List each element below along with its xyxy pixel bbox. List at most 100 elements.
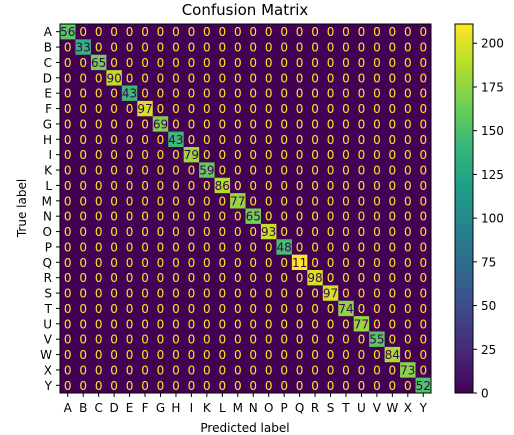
heatmap-cell-I-X <box>400 147 416 163</box>
y-tick-label-W: W <box>40 348 52 362</box>
cell-value-X-Y: 0 <box>419 363 427 377</box>
cell-value-L-E: 0 <box>126 179 134 193</box>
cell-value-G-D: 0 <box>110 117 118 131</box>
cell-value-P-S: 0 <box>327 240 335 254</box>
cell-value-V-C: 0 <box>95 333 103 347</box>
cell-value-M-H: 0 <box>172 194 180 208</box>
cell-value-O-C: 0 <box>95 225 103 239</box>
heatmap-cell-A-V <box>369 24 386 40</box>
cell-value-N-W: 0 <box>389 210 397 224</box>
cell-value-K-W: 0 <box>389 164 397 178</box>
cell-value-A-I: 0 <box>188 25 196 39</box>
heatmap-cell-A-Q <box>291 24 308 40</box>
cell-value-P-G: 0 <box>157 240 165 254</box>
heatmap-cell-Q-T <box>338 254 355 271</box>
colorbar-tick-label-125: 125 <box>481 168 504 182</box>
heatmap-cell-H-G <box>152 131 169 148</box>
heatmap-cell-F-F <box>137 100 154 117</box>
heatmap-cell-Q-H <box>168 254 185 271</box>
cell-value-L-K: 0 <box>203 179 211 193</box>
cell-value-G-Q: 0 <box>296 117 304 131</box>
heatmap-cell-G-F <box>137 116 154 133</box>
heatmap-cell-F-N <box>245 100 262 117</box>
heatmap-cell-D-H <box>168 70 185 86</box>
heatmap-cell-G-O <box>260 116 277 133</box>
cell-value-O-S: 0 <box>327 225 335 239</box>
heatmap-cell-L-C <box>90 177 107 194</box>
heatmap-cell-M-R <box>307 193 324 209</box>
cell-value-D-D: 90 <box>106 71 121 85</box>
heatmap-cell-O-N <box>245 223 262 240</box>
cell-value-F-E: 0 <box>126 102 134 116</box>
heatmap-cell-S-H <box>168 285 185 302</box>
cell-value-L-Q: 0 <box>296 179 304 193</box>
cell-value-C-I: 0 <box>188 56 196 70</box>
cell-value-A-M: 0 <box>234 25 242 39</box>
cell-value-M-D: 0 <box>110 194 118 208</box>
cell-value-O-X: 0 <box>404 225 412 239</box>
colorbar-tick-label-50: 50 <box>481 299 496 313</box>
heatmap-cell-S-R <box>307 285 324 302</box>
cell-value-A-A: 56 <box>60 25 75 39</box>
cell-value-W-N: 0 <box>249 348 257 362</box>
cell-value-R-Y: 0 <box>419 271 427 285</box>
heatmap-cell-Y-U <box>353 377 370 394</box>
heatmap-cell-V-U <box>353 331 370 348</box>
heatmap-cell-Y-R <box>307 377 324 394</box>
cell-value-Y-U: 0 <box>358 379 366 393</box>
heatmap-cell-R-Y <box>415 270 432 286</box>
heatmap-cell-K-R <box>307 162 324 179</box>
cell-value-A-G: 0 <box>157 25 165 39</box>
cell-value-T-Q: 0 <box>296 302 304 316</box>
heatmap-cell-C-W <box>384 54 401 71</box>
cell-value-Q-I: 0 <box>188 256 196 270</box>
heatmap-cell-Y-V <box>369 377 386 394</box>
heatmap-cell-U-T <box>338 316 355 332</box>
heatmap-cell-H-K <box>199 131 215 148</box>
heatmap-cell-E-A <box>60 85 76 102</box>
heatmap-cell-S-G <box>152 285 169 302</box>
cell-value-T-H: 0 <box>172 302 180 316</box>
heatmap-cell-S-D <box>106 285 123 302</box>
heatmap-cell-S-S <box>322 285 339 302</box>
heatmap-cell-R-U <box>353 270 370 286</box>
cell-value-G-E: 0 <box>126 117 134 131</box>
heatmap-cell-N-E <box>121 208 138 225</box>
heatmap-cell-Q-F <box>137 254 154 271</box>
heatmap-cell-S-V <box>369 285 386 302</box>
heatmap-cell-K-E <box>121 162 138 179</box>
cell-value-T-E: 0 <box>126 302 134 316</box>
cell-value-P-D: 0 <box>110 240 118 254</box>
cell-value-W-B: 0 <box>79 348 87 362</box>
heatmap-cell-U-F <box>137 316 154 332</box>
cell-value-Q-U: 0 <box>358 256 366 270</box>
heatmap-cell-E-T <box>338 85 355 102</box>
cell-value-F-V: 0 <box>373 102 381 116</box>
heatmap-cell-U-V <box>369 316 386 332</box>
heatmap-cell-M-M <box>230 193 246 209</box>
heatmap-cell-L-E <box>121 177 138 194</box>
x-tick-label-L: L <box>219 401 226 415</box>
heatmap-cell-G-Q <box>291 116 308 133</box>
cell-value-U-E: 0 <box>126 317 134 331</box>
cell-value-R-Q: 0 <box>296 271 304 285</box>
cell-value-Q-H: 0 <box>172 256 180 270</box>
heatmap-cell-V-X <box>400 331 416 348</box>
heatmap-cell-C-S <box>322 54 339 71</box>
cell-value-D-V: 0 <box>373 71 381 85</box>
cell-value-B-H: 0 <box>172 41 180 55</box>
cell-value-X-X: 73 <box>400 363 415 377</box>
heatmap-cell-E-O <box>260 85 277 102</box>
heatmap-cell-P-H <box>168 239 185 256</box>
heatmap-cell-G-T <box>338 116 355 133</box>
heatmap-cell-T-R <box>307 300 324 317</box>
heatmap-cell-K-W <box>384 162 401 179</box>
cell-value-X-B: 0 <box>79 363 87 377</box>
heatmap-cell-D-Q <box>291 70 308 86</box>
heatmap-cell-T-H <box>168 300 185 317</box>
cell-value-P-Q: 0 <box>296 240 304 254</box>
cell-value-Y-G: 0 <box>157 379 165 393</box>
cell-value-G-A: 0 <box>64 117 72 131</box>
y-tick-label-F: F <box>45 102 52 116</box>
heatmap-cell-D-C <box>90 70 107 86</box>
